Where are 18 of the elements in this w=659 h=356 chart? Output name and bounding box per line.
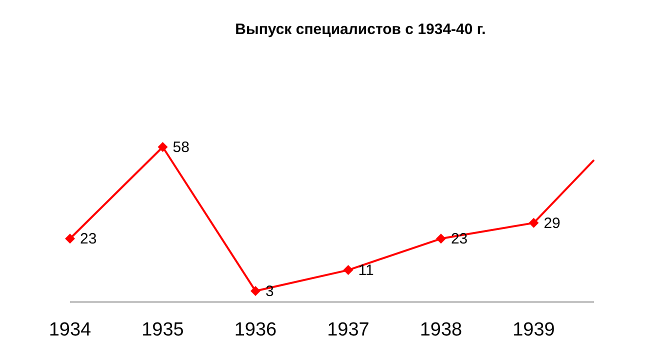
point <box>436 234 446 244</box>
x-tick-label: 1938 <box>420 319 462 340</box>
point <box>158 142 168 152</box>
point <box>528 218 539 228</box>
data-label: 11 <box>358 262 374 280</box>
data-label: 58 <box>172 139 190 156</box>
chart-title: Выпуск специалистов с 1934-40 г. <box>234 20 487 40</box>
point <box>343 265 354 276</box>
x-tick-label: 1937 <box>327 319 370 340</box>
point <box>250 286 260 296</box>
data-label: 29 <box>544 214 560 232</box>
data-label: 3 <box>265 283 274 300</box>
point <box>65 234 75 244</box>
x-tick-label: 1934 <box>48 319 92 340</box>
x-tick-label: 1935 <box>142 319 184 340</box>
x-tick-label: 1939 <box>512 319 555 340</box>
data-label: 23 <box>80 230 97 248</box>
x-tick-label: 1936 <box>234 319 277 340</box>
